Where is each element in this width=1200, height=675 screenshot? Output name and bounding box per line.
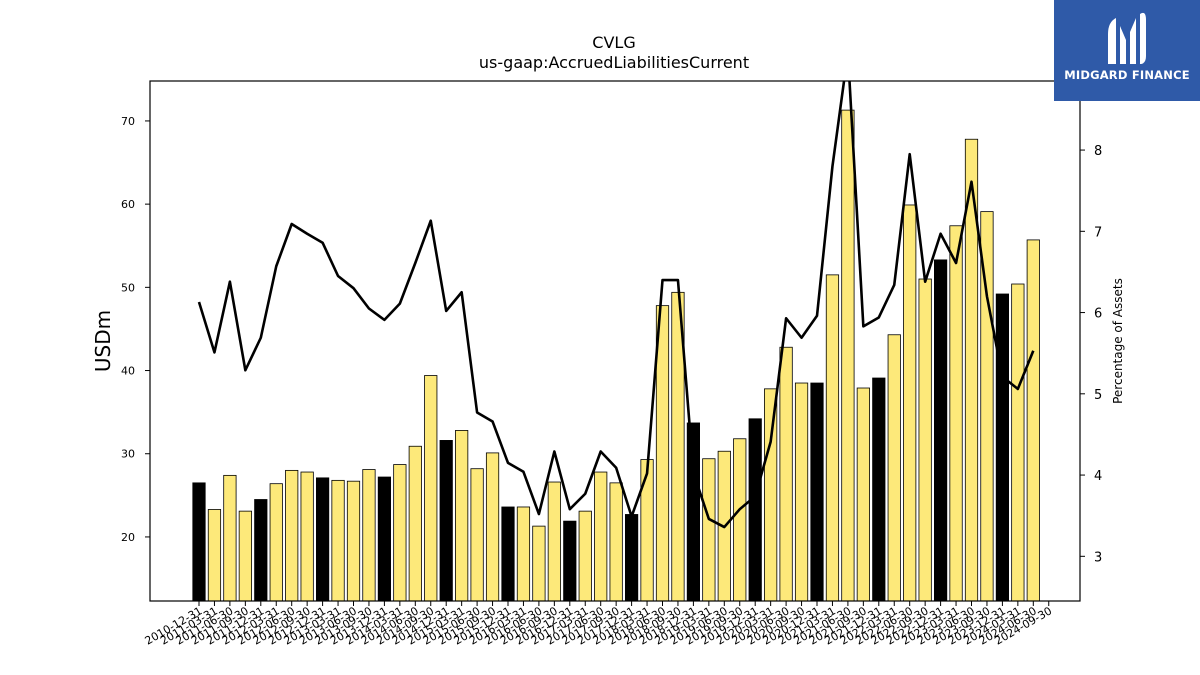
plot-frame — [149, 80, 1081, 602]
bar — [516, 506, 531, 602]
bar — [485, 452, 500, 602]
bar — [1026, 239, 1040, 602]
bar — [192, 482, 206, 602]
bar — [331, 479, 345, 602]
bar — [594, 471, 608, 602]
y-tick-label: 20 — [121, 531, 135, 544]
bar — [346, 480, 361, 602]
bar — [377, 476, 392, 602]
bar — [748, 418, 762, 602]
y2-tick-label: 7 — [1094, 225, 1102, 240]
bar — [285, 469, 299, 602]
brand-logo: MIDGARD FINANCE — [1054, 0, 1200, 101]
bar — [686, 422, 701, 602]
y2-axis-label: Percentage of Assets — [1111, 278, 1125, 404]
bar — [1011, 283, 1025, 602]
bar — [269, 483, 283, 602]
bar — [578, 510, 592, 602]
bar — [856, 387, 870, 602]
y-tick-label: 70 — [121, 115, 135, 128]
line-series — [197, 81, 1035, 529]
y2-tick-label: 6 — [1094, 307, 1102, 322]
bar — [995, 293, 1010, 602]
bar — [609, 482, 623, 602]
bar — [532, 525, 546, 602]
bar — [949, 225, 963, 602]
bar — [547, 481, 561, 602]
bar — [903, 204, 917, 602]
y-tick-label: 60 — [121, 198, 135, 211]
y2-tick-label: 5 — [1094, 388, 1102, 403]
bar — [238, 510, 252, 602]
logo-text: MIDGARD FINANCE — [1064, 68, 1190, 82]
y-axis-right: 3 4 5 6 7 8 — [1080, 144, 1102, 565]
bar — [918, 278, 932, 602]
bar — [841, 109, 855, 602]
chart-subtitle: us-gaap:AccruedLiabilitiesCurrent — [479, 53, 749, 72]
bar — [702, 458, 716, 602]
bar — [393, 464, 407, 602]
y2-tick-label: 3 — [1094, 550, 1102, 565]
y-tick-label: 40 — [121, 365, 135, 378]
x-axis: 2010-12-312011-03-312011-06-302011-09-30… — [143, 601, 1054, 648]
bar — [254, 499, 268, 602]
bar — [501, 506, 515, 602]
y-tick-label: 50 — [121, 281, 135, 294]
y-axis-left: 20 30 40 50 60 70 — [121, 115, 150, 544]
y2-tick-label: 8 — [1094, 144, 1102, 159]
bar — [362, 469, 376, 602]
bar — [300, 471, 314, 602]
bar — [764, 388, 778, 602]
bar — [207, 509, 222, 602]
bar — [223, 474, 237, 602]
bar — [640, 459, 654, 602]
bar — [625, 514, 639, 602]
bar — [794, 382, 809, 602]
bar — [439, 440, 453, 602]
bar — [934, 259, 948, 602]
bar — [455, 430, 469, 602]
bar — [315, 477, 330, 602]
bar — [825, 274, 840, 602]
bar — [424, 375, 438, 602]
bar — [779, 346, 793, 602]
bar — [872, 377, 886, 602]
bar — [887, 334, 901, 602]
y-axis-label: USDm — [91, 310, 115, 372]
bar — [470, 468, 484, 602]
bar — [810, 382, 824, 602]
chart-title: CVLG — [592, 33, 635, 52]
midgard-logo-icon — [1108, 12, 1146, 64]
y-tick-label: 30 — [121, 448, 135, 461]
bar — [733, 438, 747, 602]
line-path — [197, 81, 1035, 529]
bar — [408, 445, 422, 602]
y2-tick-label: 4 — [1094, 469, 1102, 484]
bar — [563, 520, 577, 602]
